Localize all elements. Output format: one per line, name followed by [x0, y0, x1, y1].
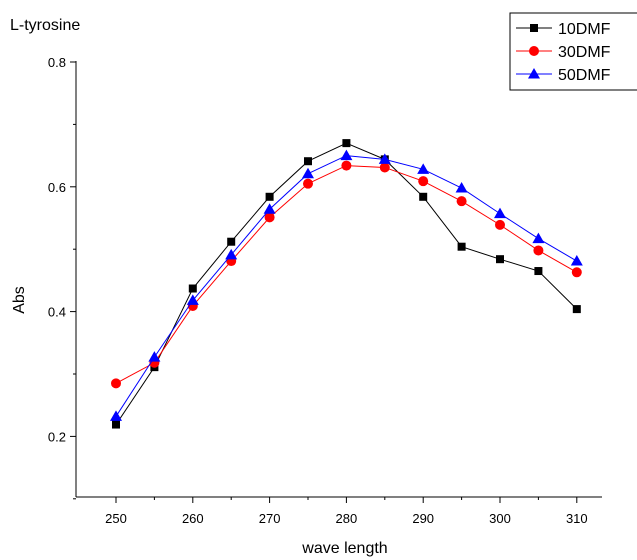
legend-marker [530, 24, 538, 32]
series-line [115, 142, 578, 425]
data-point [496, 255, 504, 264]
series-line [115, 155, 578, 417]
data-point [186, 294, 199, 305]
data-point [112, 420, 120, 429]
legend-label: 50DMF [558, 67, 611, 84]
data-point [263, 203, 276, 214]
legend-marker [528, 68, 540, 79]
data-point [572, 305, 581, 314]
data-point [495, 219, 505, 230]
data-point [304, 157, 312, 166]
legend-marker [529, 46, 539, 56]
data-point [110, 410, 122, 421]
data-point [418, 176, 429, 187]
data-point [456, 196, 467, 207]
legend-item: 30DMF [516, 44, 611, 61]
x-tick-label: 270 [259, 511, 281, 526]
x-axis-label: wave length [301, 540, 387, 557]
data-point [457, 242, 466, 251]
chart-title: L-tyrosine [10, 17, 80, 34]
data-point [225, 248, 238, 260]
data-point [532, 232, 545, 244]
y-tick-label: 0.6 [48, 180, 66, 195]
y-axis-label: Abs [11, 286, 28, 314]
data-point [148, 351, 161, 362]
data-point [303, 178, 313, 189]
data-point [188, 284, 197, 293]
data-point [494, 207, 506, 219]
legend-item: 10DMF [516, 21, 611, 38]
x-tick-label: 280 [336, 511, 358, 526]
data-point [111, 378, 121, 389]
legend-item: 50DMF [516, 67, 611, 84]
x-ticks: 250 260 270 280 290 300 310 [105, 497, 588, 526]
data-point [571, 267, 582, 278]
series-line [115, 165, 578, 384]
data-point [419, 192, 428, 201]
x-tick-label: 310 [566, 511, 588, 526]
data-point [533, 245, 544, 256]
series-50DMF [110, 149, 583, 421]
series-layer [110, 139, 583, 429]
legend-label: 10DMF [558, 21, 611, 38]
data-point [378, 153, 391, 164]
y-tick-label: 0.8 [48, 55, 66, 70]
data-point [302, 167, 314, 179]
data-point [455, 182, 468, 193]
x-tick-label: 260 [182, 511, 204, 526]
data-point [340, 149, 353, 161]
data-point [265, 192, 274, 201]
series-30DMF [111, 160, 582, 389]
y-tick-label: 0.4 [48, 305, 66, 320]
legend-label: 30DMF [558, 44, 611, 61]
axes [75, 61, 602, 498]
x-tick-label: 290 [412, 511, 434, 526]
data-point [417, 163, 430, 174]
data-point [227, 237, 236, 246]
y-ticks: 0.2 0.4 0.6 0.8 [48, 55, 76, 500]
data-point [379, 162, 390, 173]
series-10DMF [112, 139, 581, 429]
data-point [570, 255, 583, 266]
y-tick-label: 0.2 [48, 429, 66, 444]
data-point [534, 267, 543, 276]
x-tick-label: 300 [489, 511, 511, 526]
data-point [342, 139, 351, 148]
data-point [341, 160, 352, 171]
legend: 10DMF 30DMF 50DMF [509, 12, 637, 91]
data-point [264, 212, 275, 223]
x-tick-label: 250 [105, 511, 127, 526]
